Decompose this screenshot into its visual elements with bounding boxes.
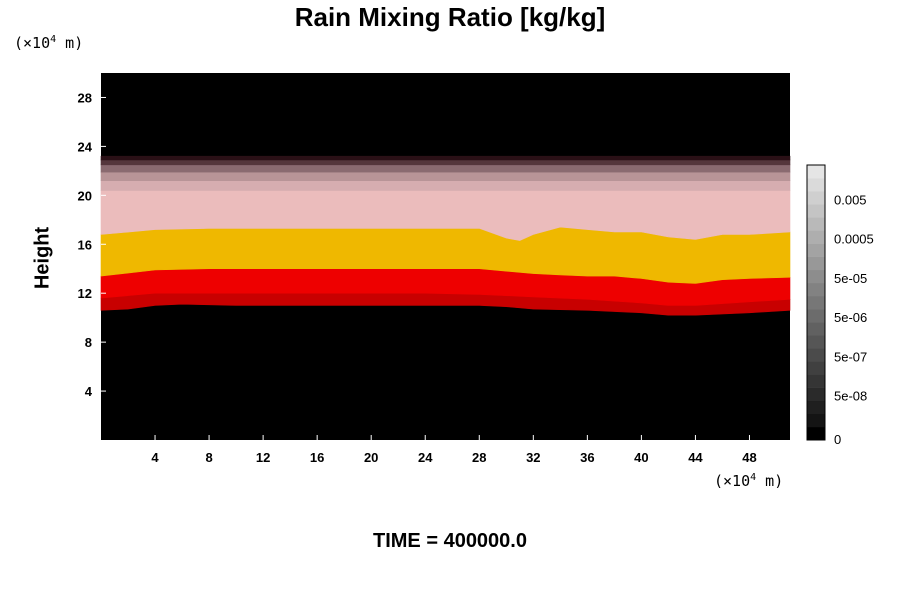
colorbar-swatch — [807, 204, 825, 218]
x-tick-label: 48 — [742, 450, 756, 465]
colorbar: 0 5e-08 5e-07 5e-06 5e-05 0.0005 0.005 — [806, 164, 874, 447]
colorbar-swatch — [807, 217, 825, 231]
y-tick-label: 8 — [85, 335, 92, 350]
colorbar-swatch — [807, 309, 825, 323]
contour-band-8 — [100, 155, 791, 161]
x-tick-label: 36 — [580, 450, 594, 465]
chart-title: Rain Mixing Ratio [kg/kg] — [294, 2, 606, 32]
colorbar-swatch — [807, 178, 825, 192]
colorbar-swatch — [807, 413, 825, 428]
colorbar-swatch — [807, 243, 825, 257]
time-label: TIME = 400000.0 — [373, 530, 527, 552]
x-tick-label: 44 — [688, 450, 703, 465]
colorbar-swatch — [807, 335, 825, 349]
x-tick-label: 40 — [634, 450, 648, 465]
x-tick-label: 24 — [418, 450, 433, 465]
colorbar-frame — [806, 164, 826, 441]
y-tick-label: 28 — [78, 90, 92, 105]
x-tick-label: 28 — [472, 450, 486, 465]
plot-area — [100, 73, 791, 440]
x-tick-label: 4 — [151, 450, 159, 465]
colorbar-swatch — [807, 387, 825, 402]
colorbar-swatch — [807, 400, 825, 415]
colorbar-label: 5e-05 — [834, 271, 867, 286]
colorbar-swatch — [807, 426, 825, 441]
x-tick-label: 8 — [205, 450, 212, 465]
colorbar-label: 5e-08 — [834, 389, 867, 404]
x-tick-label: 32 — [526, 450, 540, 465]
colorbar-swatch — [807, 165, 825, 179]
colorbar-swatch — [807, 322, 825, 336]
x-axis-unit: (×104 m) — [714, 472, 784, 490]
contour-band-6 — [100, 164, 791, 173]
colorbar-label: 0 — [834, 432, 841, 447]
colorbar-swatch — [807, 256, 825, 271]
contour-band-4 — [100, 180, 791, 191]
y-axis: 4 8 12 16 20 24 28 — [78, 90, 106, 399]
x-tick-label: 12 — [256, 450, 270, 465]
y-tick-label: 24 — [78, 139, 93, 154]
colorbar-label: 5e-07 — [834, 349, 867, 364]
x-tick-label: 16 — [310, 450, 324, 465]
contour-band-5 — [100, 171, 791, 181]
y-tick-label: 20 — [78, 188, 92, 203]
x-axis: 4 8 12 16 20 24 28 32 36 40 44 48 — [151, 435, 757, 465]
y-tick-label: 12 — [78, 286, 92, 301]
y-tick-label: 16 — [78, 237, 92, 252]
x-tick-label: 20 — [364, 450, 378, 465]
colorbar-swatch — [807, 269, 825, 284]
colorbar-swatch — [807, 348, 825, 362]
colorbar-swatch — [807, 282, 825, 297]
colorbar-label: 0.005 — [834, 192, 867, 207]
colorbar-swatch — [807, 191, 825, 205]
colorbar-swatch — [807, 230, 825, 244]
y-axis-unit: (×104 m) — [14, 34, 84, 52]
colorbar-swatch — [807, 361, 825, 375]
contour-band-3 — [100, 190, 791, 241]
y-tick-label: 4 — [85, 384, 93, 399]
contour-band-7 — [100, 159, 791, 166]
colorbar-label: 5e-06 — [834, 310, 867, 325]
colorbar-swatch — [807, 295, 825, 310]
colorbar-swatch — [807, 374, 825, 388]
colorbar-label: 0.0005 — [834, 232, 874, 247]
